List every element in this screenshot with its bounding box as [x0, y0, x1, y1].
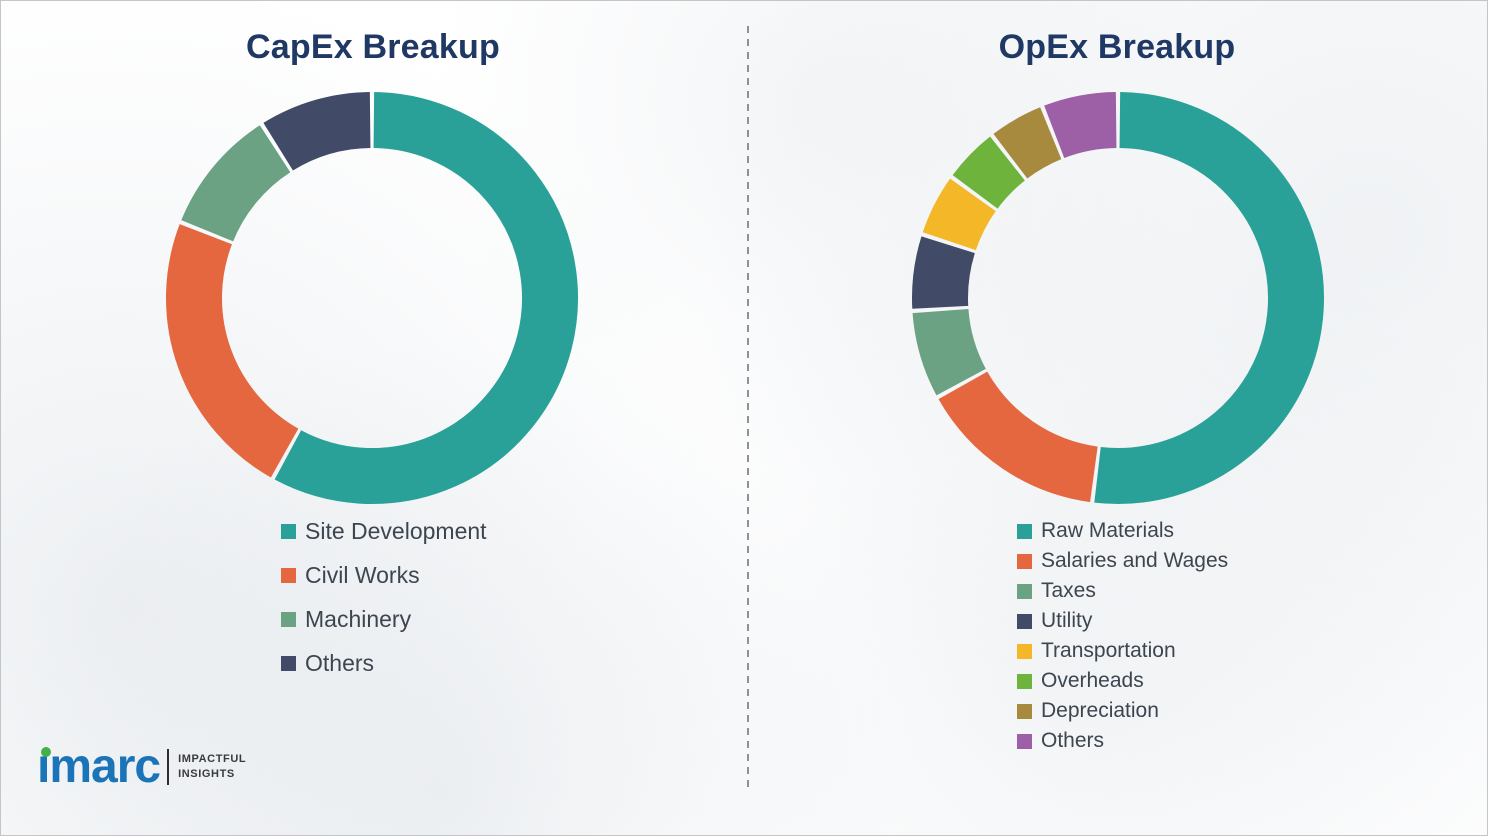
legend-swatch: [281, 567, 296, 583]
legend-label: Transportation: [1041, 639, 1176, 662]
opex-legend: Raw Materials Salaries and Wages Taxes Util…: [1017, 516, 1228, 756]
legend-swatch: [1017, 703, 1032, 719]
imarc-logo-wordmark: ımarc: [37, 740, 161, 793]
dashed-divider: [747, 26, 749, 788]
logo-tagline-line1: IMPACTFUL: [178, 753, 247, 766]
legend-swatch: [281, 611, 296, 627]
legend-swatch: [1017, 613, 1032, 629]
legend-item: Machinery: [281, 597, 487, 641]
donut-segment: [922, 178, 997, 251]
logo-tagline: IMPACTFUL INSIGHTS: [178, 752, 246, 782]
legend-label: Raw Materials: [1041, 519, 1175, 542]
legend-label: Others: [1041, 729, 1105, 752]
legend-item: Raw Materials: [1017, 516, 1228, 546]
capex-legend: Site Development Civil Works Machinery Othe…: [281, 509, 487, 685]
legend-item: Utility: [1017, 606, 1228, 636]
donut-segment: [1044, 92, 1118, 159]
legend-item: Civil Works: [281, 553, 487, 597]
legend-label: Civil Works: [305, 561, 420, 588]
legend-label: Overheads: [1041, 669, 1144, 692]
legend-item: Others: [281, 641, 487, 685]
legend-swatch: [281, 655, 296, 671]
legend-item: Overheads: [1017, 666, 1228, 696]
legend-swatch: [1017, 643, 1032, 659]
donut-segment: [1094, 92, 1324, 504]
legend-swatch: [1017, 733, 1032, 749]
donut-segment: [181, 125, 291, 243]
legend-label: Others: [305, 649, 375, 676]
donut-segment: [938, 371, 1099, 503]
legend-label: Taxes: [1041, 579, 1096, 602]
donut-segment: [952, 136, 1026, 210]
legend-item: Others: [1017, 726, 1228, 756]
legend-label: Salaries and Wages: [1041, 549, 1229, 572]
donut-segment: [263, 92, 372, 171]
capex-donut-chart: [164, 90, 580, 506]
capex-chart-title: CapEx Breakup: [246, 28, 500, 66]
opex-donut-chart: [910, 90, 1326, 506]
legend-item: Depreciation: [1017, 696, 1228, 726]
donut-segment: [912, 236, 976, 309]
legend-item: Taxes: [1017, 576, 1228, 606]
legend-item: Salaries and Wages: [1017, 546, 1228, 576]
legend-label: Machinery: [305, 605, 412, 632]
donut-segment: [274, 92, 578, 504]
legend-item: Transportation: [1017, 636, 1228, 666]
legend-swatch: [281, 523, 296, 539]
imarc-logo: ımarc IMPACTFUL INSIGHTS: [37, 743, 246, 791]
legend-swatch: [1017, 553, 1032, 569]
donut-segment: [912, 308, 987, 396]
legend-label: Site Development: [305, 517, 487, 544]
donut-segment: [166, 224, 299, 478]
legend-item: Site Development: [281, 509, 487, 553]
logo-separator-bar: [167, 749, 170, 785]
legend-label: Utility: [1041, 609, 1093, 632]
legend-swatch: [1017, 583, 1032, 599]
opex-chart-title: OpEx Breakup: [998, 28, 1236, 66]
legend-swatch: [1017, 523, 1032, 539]
logo-tagline-line2: INSIGHTS: [178, 768, 235, 780]
legend-label: Depreciation: [1041, 699, 1159, 722]
legend-swatch: [1017, 673, 1032, 689]
logo-i-dot-icon: [41, 747, 51, 757]
donut-segment: [993, 107, 1062, 179]
